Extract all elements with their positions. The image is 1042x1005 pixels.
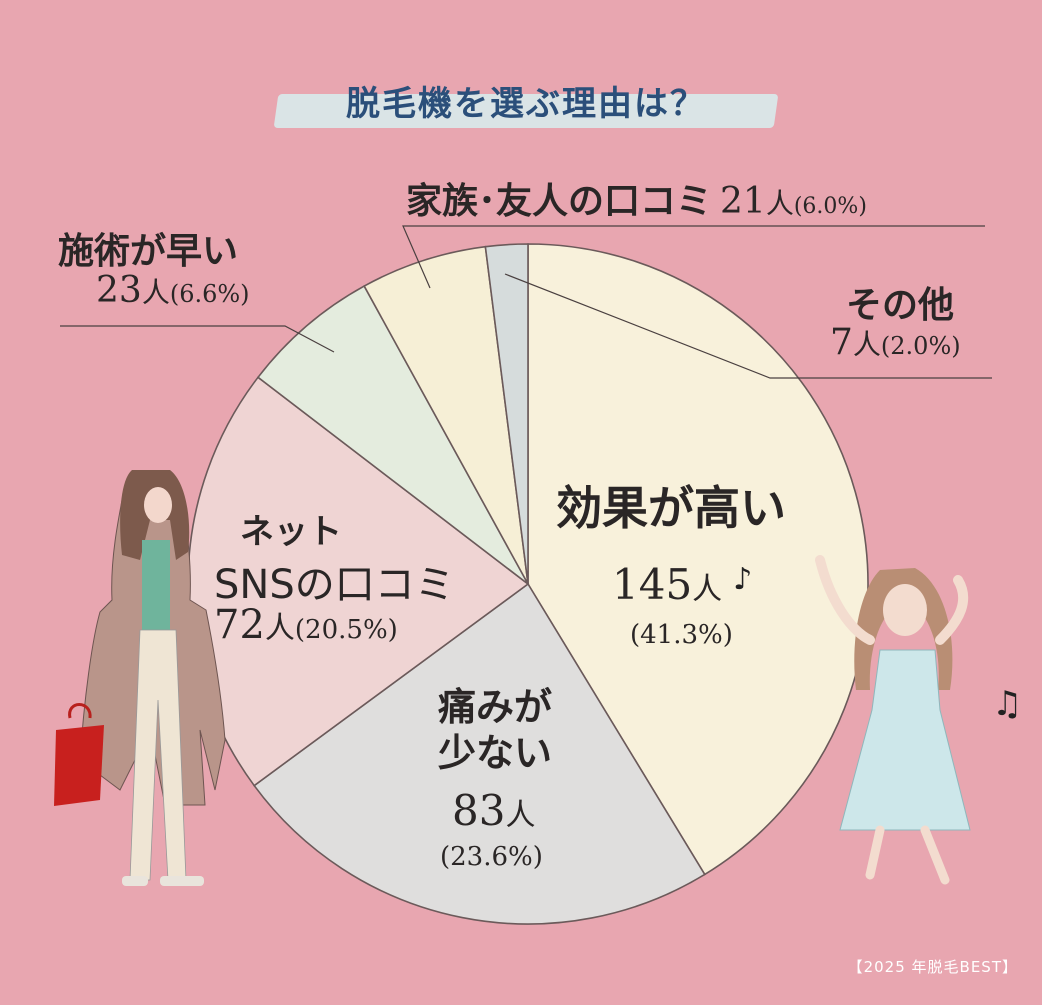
slice-value-kouka: 145人 ♪ — [612, 560, 752, 609]
pie-slice-itami — [253, 582, 706, 925]
slice-pct-kouka: (41.3%) — [630, 620, 733, 650]
slice-unit-kouka: 人 — [692, 572, 723, 607]
slice-label-kouka: 効果が高い — [556, 472, 786, 538]
woman-left-illustration — [54, 470, 226, 886]
pie-slice-sejutsu — [256, 284, 529, 585]
slice-unit-sejutsu: 人 — [141, 276, 170, 309]
slice-name-itami-1: 痛みが — [438, 685, 553, 729]
slice-pct-sejutsu: (6.6%) — [169, 280, 250, 308]
slice-value-net: 72人(20.5%) — [214, 602, 398, 648]
chart-title-text: 脱毛機を選ぶ理由は？ — [346, 84, 706, 124]
slice-unit-kazoku: 人 — [765, 187, 794, 220]
slice-label-sejutsu: 施術が早い — [58, 222, 238, 274]
slice-label-kazoku: 家族･友人の口コミ 21人(6.0%) — [406, 172, 867, 224]
slice-name-itami-2: 少ない — [438, 731, 553, 775]
slice-label-net: ネット — [222, 504, 342, 553]
slice-pct-kazoku: (6.0%) — [793, 194, 867, 219]
slice-count-net: 72 — [214, 602, 265, 648]
slice-unit-itami: 人 — [505, 798, 536, 833]
woman-right-illustration — [815, 555, 971, 885]
music-note-icon-2: ♫ — [992, 684, 1023, 724]
slice-value-sejutsu: 23人(6.6%) — [96, 270, 250, 311]
slice-unit-net: 人 — [264, 611, 295, 646]
slice-count-kazoku: 21 — [720, 181, 766, 222]
slice-label-itami: 痛みが 少ない — [438, 684, 552, 776]
slice-label-sonota: その他 — [846, 276, 954, 328]
slice-name-kazoku: 家族･友人の口コミ — [406, 181, 713, 222]
slice-name-sejutsu: 施術が早い — [58, 231, 239, 272]
slice-unit-sonota: 人 — [852, 328, 881, 361]
slice-label-net-2: SNSの口コミ — [214, 552, 455, 610]
slice-count-sejutsu: 23 — [96, 270, 142, 311]
slice-count-sonota: 7 — [830, 322, 853, 363]
slice-pct-itami: (23.6%) — [440, 842, 543, 872]
slice-name-net-1: ネット — [240, 512, 342, 552]
pie-slice-sonota — [484, 243, 529, 585]
leader-line-sonota — [504, 273, 992, 379]
slice-value-sonota: 7人(2.0%) — [830, 322, 961, 363]
chart-title: 脱毛機を選ぶ理由は？ — [273, 76, 779, 140]
source-credit: 【2025 年脱毛BEST】 — [847, 958, 1018, 976]
pie-slice-kouka — [527, 243, 869, 876]
slice-count-kouka: 145 — [612, 560, 693, 609]
slice-pct-net: (20.5%) — [294, 615, 398, 645]
slice-count-itami: 83 — [452, 786, 506, 835]
slice-pct-sonota: (2.0%) — [880, 332, 961, 360]
slice-name-sonota: その他 — [846, 285, 955, 326]
music-note-icon: ♪ — [733, 562, 753, 597]
slice-value-itami: 83人 — [452, 786, 535, 835]
pie-slice-kazoku — [363, 245, 529, 585]
leader-line-kazoku — [402, 225, 985, 289]
slice-name-net-2: SNSの口コミ — [214, 562, 455, 608]
leader-line-sejutsu — [60, 325, 335, 353]
slice-name-kouka: 効果が高い — [556, 481, 786, 535]
